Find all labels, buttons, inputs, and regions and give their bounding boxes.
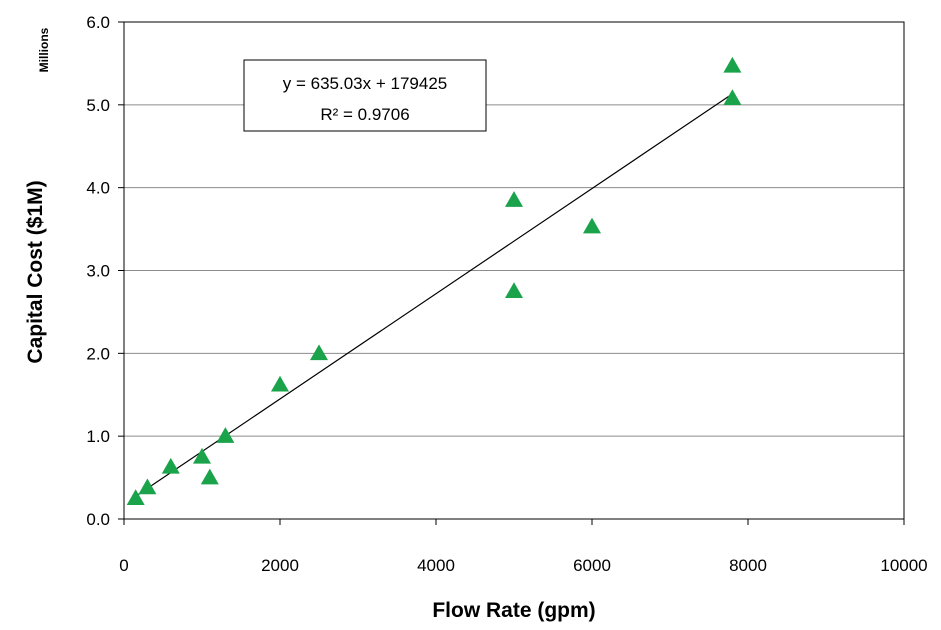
data-point-triangle	[310, 344, 328, 361]
trendline-r2: R² = 0.9706	[320, 105, 409, 124]
y-axis-ticks: 0.0 1.0 2.0 3.0 4.0 5.0 6.0	[86, 13, 124, 529]
data-points	[126, 56, 742, 506]
data-point-triangle	[271, 375, 289, 392]
x-axis-title: Flow Rate (gpm)	[432, 599, 595, 622]
x-tick-label: 10000	[880, 556, 927, 575]
data-point-triangle	[216, 427, 235, 443]
data-point-triangle	[161, 457, 180, 474]
data-point-triangle	[505, 282, 523, 298]
y-axis-title: Capital Cost ($1M)	[24, 180, 47, 363]
data-point-triangle	[138, 478, 157, 495]
y-tick-label: 4.0	[86, 179, 110, 198]
equation-box: y = 635.03x + 179425 R² = 0.9706	[243, 59, 487, 132]
data-point-triangle	[583, 217, 601, 234]
grid-lines	[124, 104, 904, 437]
data-point-triangle	[723, 89, 742, 105]
x-tick-label: 8000	[729, 556, 767, 575]
x-tick-label: 2000	[261, 556, 299, 575]
data-point-triangle	[193, 447, 211, 464]
data-point-triangle	[200, 468, 219, 485]
x-tick-label: 4000	[417, 556, 455, 575]
data-point-triangle	[126, 489, 145, 506]
y-tick-label: 6.0	[86, 13, 110, 32]
data-point-triangle	[723, 56, 742, 73]
data-point-triangle	[505, 191, 523, 207]
y-units-label: Millions	[37, 27, 51, 72]
x-axis-ticks: 0 2000 4000 6000 8000 10000	[119, 519, 928, 575]
y-tick-label: 3.0	[86, 262, 110, 281]
y-tick-label: 1.0	[86, 427, 110, 446]
y-tick-label: 5.0	[86, 96, 110, 115]
x-tick-label: 6000	[573, 556, 611, 575]
y-tick-label: 0.0	[86, 510, 110, 529]
trendline-equation: y = 635.03x + 179425	[283, 74, 447, 93]
y-tick-label: 2.0	[86, 344, 110, 363]
trendline	[135, 93, 733, 497]
x-tick-label: 0	[119, 556, 128, 575]
